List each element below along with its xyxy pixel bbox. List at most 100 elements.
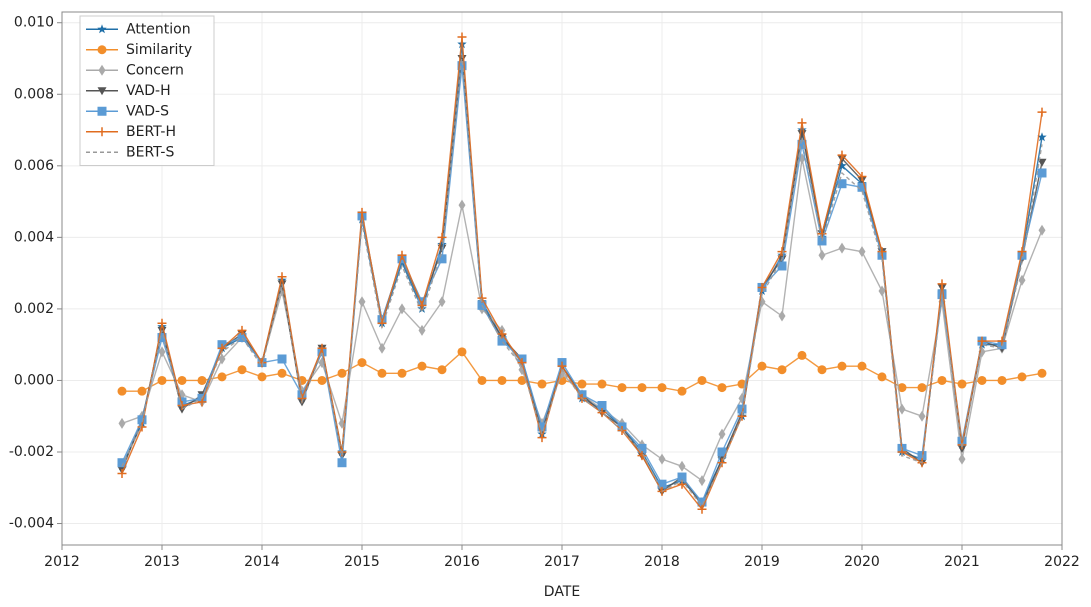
series-line <box>121 36 1043 511</box>
marker <box>397 250 407 260</box>
y-tick-label: 0.008 <box>14 86 54 102</box>
marker <box>777 365 787 375</box>
marker <box>717 383 727 393</box>
marker <box>697 497 707 507</box>
legend-label: Attention <box>126 21 191 37</box>
marker <box>157 333 167 343</box>
marker <box>337 458 347 468</box>
marker <box>137 386 147 396</box>
marker <box>1037 168 1047 178</box>
marker <box>977 336 987 346</box>
marker <box>97 127 107 137</box>
marker <box>1038 224 1046 236</box>
marker <box>157 318 167 328</box>
marker <box>918 410 926 422</box>
marker <box>857 182 867 192</box>
marker <box>1018 274 1026 286</box>
series-line <box>121 54 1043 507</box>
marker <box>997 336 1007 346</box>
marker <box>877 247 887 257</box>
marker <box>997 375 1007 385</box>
plot-area <box>117 32 1047 514</box>
marker <box>517 375 527 385</box>
marker <box>218 353 226 365</box>
marker <box>778 310 786 322</box>
marker <box>957 379 967 389</box>
marker <box>1017 247 1027 257</box>
marker <box>97 106 107 116</box>
marker <box>698 475 706 487</box>
marker <box>737 404 747 414</box>
series-line <box>121 65 1043 504</box>
marker <box>937 279 947 289</box>
marker <box>257 372 267 382</box>
marker <box>917 383 927 393</box>
marker <box>418 324 426 336</box>
marker <box>97 87 107 96</box>
marker <box>717 458 727 468</box>
marker <box>757 361 767 371</box>
marker <box>377 368 387 378</box>
x-tick-label: 2018 <box>644 554 680 570</box>
marker <box>398 303 406 315</box>
marker <box>277 354 287 364</box>
legend: Attention Similarity Concern VAD-H VAD-S BERT… <box>79 15 215 166</box>
marker <box>457 61 467 71</box>
marker <box>777 261 787 271</box>
marker <box>378 342 386 354</box>
marker <box>797 118 807 128</box>
series-line <box>121 58 1043 508</box>
y-tick-label: 0.006 <box>14 158 54 174</box>
marker <box>697 375 707 385</box>
marker <box>437 232 447 242</box>
x-tick-label: 2016 <box>444 554 480 570</box>
marker <box>357 358 367 368</box>
marker <box>158 346 166 358</box>
marker <box>317 343 327 353</box>
marker <box>837 179 847 189</box>
marker <box>457 32 467 42</box>
series-line <box>121 158 1043 482</box>
marker <box>217 372 227 382</box>
legend-label: Concern <box>126 62 184 78</box>
marker <box>1017 372 1027 382</box>
marker <box>597 408 607 418</box>
marker <box>97 45 107 55</box>
marker <box>718 428 726 440</box>
marker <box>437 365 447 375</box>
marker <box>657 383 667 393</box>
marker <box>717 447 727 457</box>
marker <box>177 375 187 385</box>
marker <box>98 64 106 76</box>
marker <box>137 415 147 425</box>
legend-label: Similarity <box>126 42 192 58</box>
marker <box>577 379 587 389</box>
marker <box>277 368 287 378</box>
marker <box>937 375 947 385</box>
x-tick-label: 2017 <box>544 554 580 570</box>
marker <box>857 172 867 182</box>
marker <box>977 375 987 385</box>
marker <box>537 379 547 389</box>
marker <box>1037 107 1047 117</box>
marker <box>438 296 446 308</box>
marker <box>537 422 547 432</box>
marker <box>237 333 247 343</box>
marker <box>137 422 147 432</box>
plot-frame <box>61 11 1063 546</box>
marker <box>537 433 547 443</box>
y-tick-label: 0.010 <box>14 15 54 31</box>
x-tick-label: 2012 <box>44 554 80 570</box>
marker <box>858 246 866 258</box>
marker <box>837 150 847 160</box>
series-line <box>121 44 1043 504</box>
marker <box>797 125 807 135</box>
marker <box>817 365 827 375</box>
marker <box>177 400 187 410</box>
marker <box>697 504 707 514</box>
marker <box>397 368 407 378</box>
x-axis-label: DATE <box>544 584 580 600</box>
marker <box>637 451 647 461</box>
marker <box>878 285 886 297</box>
